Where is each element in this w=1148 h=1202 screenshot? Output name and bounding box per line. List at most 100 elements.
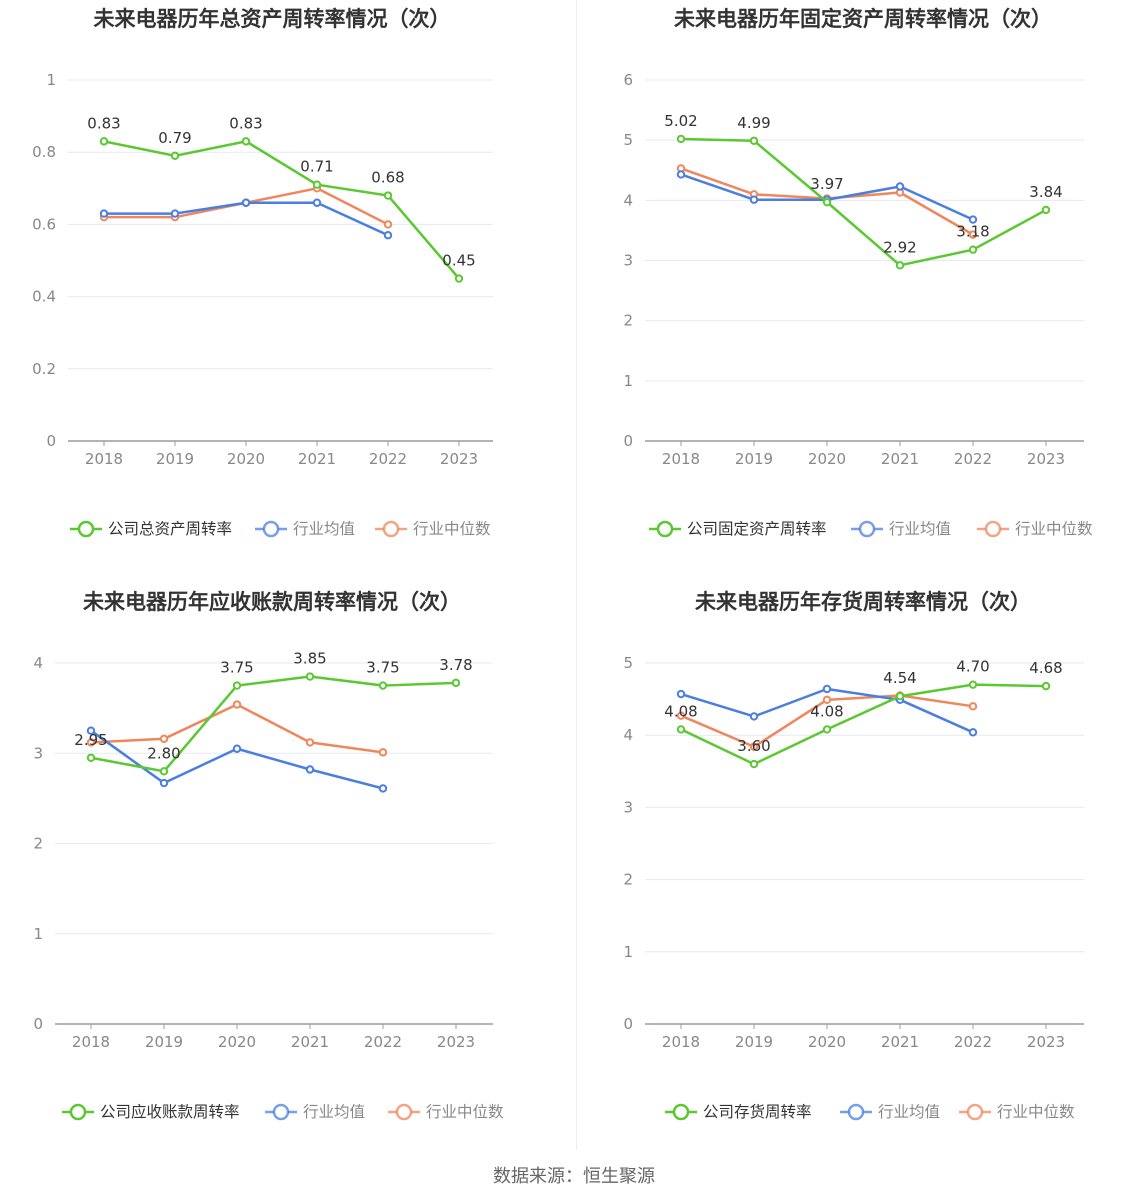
data-point-industry-median: [232, 700, 242, 709]
data-point-industry-avg: [99, 209, 109, 218]
y-tick-label: 1: [33, 925, 43, 943]
data-label: 0.68: [371, 169, 404, 187]
data-label: 4.68: [1029, 659, 1062, 677]
data-label: 0.83: [229, 114, 262, 132]
data-point-company: [86, 753, 96, 762]
chart-title: 未来电器历年应收账款周转率情况（次）: [83, 590, 461, 614]
y-tick-label: 6: [623, 71, 633, 89]
y-tick-label: 1: [623, 372, 633, 390]
chart-panel-fixed-asset-turnover: 未来电器历年固定资产周转率情况（次） 0 1 2 3 4 5 6 2018 2019 2020 202…: [577, 0, 1148, 585]
data-label: 4.99: [737, 114, 770, 132]
data-point-industry-median: [383, 220, 393, 229]
y-tick-label: 3: [33, 744, 43, 762]
x-tick-label: 2022: [369, 450, 407, 468]
x-tick-label: 2021: [881, 450, 919, 468]
data-point-industry-avg: [968, 728, 978, 737]
legend-marker-icon: [656, 520, 674, 538]
legend-label: 行业中位数: [1015, 520, 1093, 538]
data-label: 0.83: [87, 114, 120, 132]
y-tick-label: 0: [33, 1015, 43, 1033]
data-point-company: [454, 274, 464, 283]
y-tick-label: 2: [33, 835, 43, 853]
legend-label: 公司应收账款周转率: [100, 1102, 240, 1121]
legend-item-company: 公司总资产周转率: [70, 520, 232, 538]
y-tick-label: 0.6: [32, 215, 56, 233]
legend-marker-icon: [77, 520, 95, 538]
y-tick-label: 0.8: [32, 143, 56, 161]
legend-label: 行业中位数: [426, 1103, 504, 1121]
data-point-company: [968, 680, 978, 689]
y-tick-label: 3: [623, 798, 633, 816]
legend-item-industry-median: 行业中位数: [959, 1103, 1075, 1121]
data-point-industry-avg: [676, 170, 686, 179]
legend-label: 公司固定资产周转率: [687, 520, 827, 538]
data-point-company: [895, 261, 905, 270]
data-point-company: [749, 759, 759, 769]
data-point-industry-median: [968, 230, 978, 239]
y-tick-label: 5: [623, 654, 633, 672]
data-point-company: [383, 191, 393, 200]
data-point-industry-median: [749, 742, 759, 751]
y-tick-label: 0: [46, 432, 56, 450]
data-point-industry-avg: [749, 195, 759, 204]
legend-item-company: 公司固定资产周转率: [649, 520, 827, 538]
series-line-company: [90, 675, 457, 773]
x-tick-label: 2019: [156, 450, 194, 468]
legend-label: 公司存货周转率: [703, 1103, 812, 1121]
data-point-industry-avg: [895, 182, 905, 191]
data-point-company: [968, 245, 978, 254]
data-point-industry-median: [86, 738, 96, 747]
legend-item-industry-median: 行业中位数: [388, 1103, 504, 1121]
data-label: 3.84: [1029, 183, 1062, 201]
x-tick-label: 2018: [662, 450, 700, 468]
y-tick-label: 3: [623, 252, 633, 270]
data-point-industry-avg: [241, 198, 251, 207]
chart-panel-inventory-turnover: 未来电器历年存货周转率情况（次） 0 1 2 3 4 5 2018 2019 2020 2021 20…: [577, 583, 1148, 1168]
data-point-company: [451, 678, 461, 688]
data-point-industry-median: [159, 734, 169, 744]
x-tick-label: 2019: [735, 1033, 773, 1051]
data-point-company: [676, 725, 686, 734]
legend-label: 行业中位数: [997, 1103, 1075, 1121]
data-point-industry-avg: [232, 744, 242, 753]
data-point-industry-avg: [676, 689, 686, 699]
x-tick-label: 2022: [364, 1033, 402, 1051]
legend-marker-icon: [395, 1103, 413, 1121]
chart-svg: 未来电器历年应收账款周转率情况（次） 0 1 2 3 4 2018 2019 2020 2021 2…: [33, 590, 504, 1121]
data-point-industry-avg: [86, 726, 96, 735]
legend-marker-icon: [262, 520, 280, 538]
chart-svg: 未来电器历年固定资产周转率情况（次） 0 1 2 3 4 5 6 2018 2019 2020 202…: [623, 7, 1093, 538]
y-tick-label: 0: [623, 1015, 633, 1033]
legend-marker-icon: [847, 1103, 865, 1121]
legend-label: 行业均值: [293, 520, 355, 538]
legend-marker-icon: [672, 1103, 690, 1121]
data-point-company: [312, 180, 322, 189]
data-label: 3.75: [366, 659, 399, 677]
y-tick-label: 0.2: [32, 360, 56, 378]
data-point-industry-median: [378, 748, 388, 757]
x-tick-label: 2018: [662, 1033, 700, 1051]
data-point-company: [232, 681, 242, 690]
data-point-industry-median: [305, 738, 315, 747]
data-point-company: [1041, 681, 1051, 691]
y-tick-label: 1: [623, 943, 633, 961]
y-tick-label: 1: [46, 71, 56, 89]
x-tick-label: 2018: [72, 1033, 110, 1051]
legend-marker-icon: [984, 520, 1002, 538]
legend-label: 行业均值: [303, 1103, 365, 1121]
data-label: 2.95: [74, 731, 107, 749]
data-point-industry-median: [676, 711, 686, 720]
data-label: 0.71: [300, 158, 333, 176]
data-source-note: 数据来源：恒生聚源: [493, 1166, 655, 1187]
chart-title: 未来电器历年存货周转率情况（次）: [695, 590, 1031, 614]
data-label: 4.08: [664, 702, 697, 720]
data-point-industry-avg: [378, 784, 388, 793]
legend-item-industry-avg: 行业均值: [840, 1103, 940, 1121]
data-label: 3.85: [293, 650, 326, 668]
legend-marker-icon: [69, 1103, 87, 1121]
data-point-company: [822, 197, 832, 207]
data-point-industry-avg: [968, 215, 978, 224]
data-point-company: [895, 692, 905, 701]
data-point-industry-avg: [305, 765, 315, 774]
y-tick-label: 5: [623, 131, 633, 149]
